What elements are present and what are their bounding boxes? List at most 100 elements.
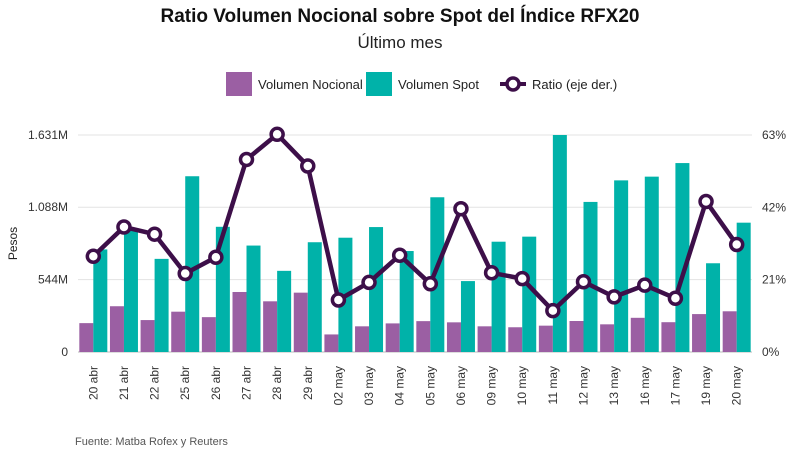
ratio-point xyxy=(146,226,163,242)
chart-subtitle: Último mes xyxy=(357,33,443,52)
ratio-point xyxy=(667,290,684,307)
ratio-point xyxy=(606,289,622,305)
ratio-point xyxy=(728,236,745,253)
x-tick-label: 16 may xyxy=(638,366,652,405)
y-tick-label-right: 21% xyxy=(762,273,786,287)
x-tick-label: 06 may xyxy=(454,366,468,405)
x-tick-label: 20 abr xyxy=(86,366,100,400)
ratio-line xyxy=(91,132,739,313)
ratio-point xyxy=(208,249,224,266)
ratio-point xyxy=(514,270,530,287)
bar-volumen-spot xyxy=(644,176,659,352)
bar-volumen-spot xyxy=(430,197,445,352)
bar-volumen-spot xyxy=(614,180,629,352)
bar-volumen-spot xyxy=(154,258,169,352)
legend-item-spot: Volumen Spot xyxy=(366,72,479,96)
bar-volumen-nocional xyxy=(263,301,278,352)
bar-volumen-nocional xyxy=(630,317,645,352)
y-tick-label-right: 0% xyxy=(762,345,780,359)
bar-volumen-nocional xyxy=(355,326,370,352)
x-tick-label: 12 may xyxy=(577,366,591,405)
x-tick-label: 13 may xyxy=(607,366,621,405)
ratio-point xyxy=(85,248,102,264)
ratio-point xyxy=(177,265,193,282)
ratio-point xyxy=(698,193,714,210)
legend-label-nocional: Volumen Nocional xyxy=(258,76,363,92)
bar-volumen-spot xyxy=(522,236,537,352)
y-tick-label-left: 544M xyxy=(38,273,68,287)
ratio-point xyxy=(330,292,347,308)
x-tick-label: 26 abr xyxy=(209,366,223,400)
bar-volumen-spot xyxy=(185,176,200,352)
y-tick-label-left: 1.088M xyxy=(28,200,68,214)
x-tick-label: 09 may xyxy=(485,366,499,405)
bar-volumen-nocional xyxy=(171,311,186,352)
x-tick-label: 03 may xyxy=(362,366,376,405)
ratio-point xyxy=(637,277,653,293)
x-tick-label: 05 may xyxy=(423,366,437,405)
bar-volumen-nocional xyxy=(508,327,523,352)
bar-volumen-spot xyxy=(246,245,261,352)
bar-volumen-nocional xyxy=(324,334,339,352)
bar-volumen-nocional xyxy=(385,323,400,352)
ratio-point xyxy=(453,200,469,217)
ratio-point xyxy=(483,265,500,281)
legend-swatch-ratio xyxy=(500,76,526,92)
bar-volumen-spot xyxy=(552,135,567,352)
x-tick-label: 28 abr xyxy=(270,366,284,400)
bar-volumen-nocional xyxy=(538,325,553,352)
ratio-point xyxy=(300,158,316,174)
y-axis-label: Pesos xyxy=(6,227,20,260)
x-tick-label: 02 may xyxy=(331,366,345,405)
legend-label-spot: Volumen Spot xyxy=(398,76,479,92)
x-tick-label: 22 abr xyxy=(148,366,162,400)
bar-volumen-nocional xyxy=(79,323,94,352)
x-tick-label: 29 abr xyxy=(301,366,315,400)
bar-volumen-spot xyxy=(123,229,138,352)
bar-volumen-spot xyxy=(399,251,414,352)
ratio-point xyxy=(361,274,377,291)
bar-volumen-nocional xyxy=(140,320,155,352)
bar-volumen-nocional xyxy=(722,311,737,352)
ratio-point xyxy=(238,151,255,168)
ratio-point xyxy=(545,302,561,319)
x-tick-label: 25 abr xyxy=(178,366,192,400)
legend: Volumen Nocional Volumen Spot Ratio (eje… xyxy=(0,72,800,96)
bar-volumen-nocional xyxy=(109,306,124,352)
ratio-point xyxy=(575,273,592,290)
ratio-point xyxy=(391,247,408,263)
bar-volumen-nocional xyxy=(692,314,707,352)
bar-volumen-spot xyxy=(93,249,108,352)
y-tick-label-right: 42% xyxy=(762,200,786,214)
x-tick-label: 27 abr xyxy=(240,366,254,400)
x-tick-label: 20 may xyxy=(730,366,744,405)
bar-volumen-spot xyxy=(307,242,322,352)
bar-volumen-spot xyxy=(277,270,292,352)
bar-volumen-nocional xyxy=(569,321,584,352)
x-tick-label: 11 may xyxy=(546,366,560,404)
y-tick-label-right: 63% xyxy=(762,128,786,142)
bar-volumen-nocional xyxy=(201,317,216,352)
bar-volumen-spot xyxy=(460,281,475,352)
legend-swatch-spot xyxy=(366,72,392,96)
bar-volumen-nocional xyxy=(446,322,461,352)
bar-volumen-nocional xyxy=(477,326,492,352)
source-note: Fuente: Matba Rofex y Reuters xyxy=(75,436,228,448)
y-tick-label-left: 0 xyxy=(61,345,68,359)
ratio-point xyxy=(116,219,132,235)
y-tick-label-left: 1.631M xyxy=(28,128,68,142)
bar-volumen-spot xyxy=(706,263,721,352)
ratio-point xyxy=(422,276,439,292)
bar-volumen-nocional xyxy=(661,322,676,352)
bar-volumen-spot xyxy=(491,241,506,352)
bar-volumen-spot xyxy=(583,201,598,352)
x-tick-label: 17 may xyxy=(668,366,682,405)
bar-volumen-nocional xyxy=(232,291,247,352)
legend-item-ratio: Ratio (eje der.) xyxy=(500,72,617,96)
x-tick-label: 10 may xyxy=(515,366,529,405)
chart-title: Ratio Volumen Nocional sobre Spot del Ín… xyxy=(160,6,640,27)
x-tick-label: 19 may xyxy=(699,366,713,405)
legend-swatch-nocional xyxy=(226,72,252,96)
bar-volumen-nocional xyxy=(600,324,615,352)
